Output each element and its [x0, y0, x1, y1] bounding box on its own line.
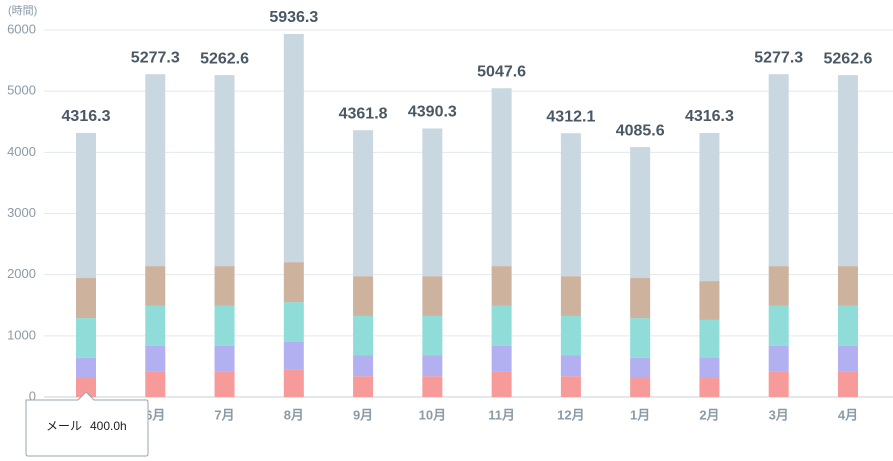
x-tick-label: 7月: [214, 407, 234, 422]
bar-segment: [76, 132, 96, 279]
x-tick-label: 9月: [353, 407, 373, 422]
bar-segment: [76, 357, 96, 379]
bar-segment: [560, 355, 581, 377]
tooltip: メール 400.0h: [25, 391, 149, 457]
bar-segment: [491, 88, 512, 267]
bar-segment: [422, 128, 443, 277]
bar-segment: [491, 266, 512, 306]
bar-segment: [214, 305, 235, 346]
bar-segment: [353, 355, 374, 377]
y-tick-label: 6000: [7, 21, 36, 36]
bar-segment: [353, 130, 374, 277]
bar-segment: [145, 74, 166, 267]
bar-segment: [422, 315, 443, 356]
bar-segment: [283, 33, 304, 263]
total-label: 5047.6: [477, 63, 526, 80]
total-label: 4085.6: [616, 122, 665, 139]
bar-segment: [422, 355, 443, 377]
bar-segment: [768, 266, 789, 306]
x-tick-label: 6月: [145, 407, 165, 422]
bar-segment: [491, 305, 512, 346]
total-label: 5277.3: [754, 49, 803, 66]
bar-segment: [422, 276, 443, 316]
bar-segment: [837, 371, 858, 397]
bar-segment: [630, 278, 651, 319]
plot: 01000200030004000500060004316.35月5277.36…: [7, 9, 893, 422]
total-label: 5936.3: [269, 9, 318, 26]
y-tick-label: 4000: [7, 144, 36, 159]
bar-segment: [76, 318, 96, 358]
bar-segment: [353, 276, 374, 316]
y-tick-label: 3000: [7, 205, 36, 220]
x-tick-label: 8月: [284, 407, 304, 422]
total-label: 4312.1: [546, 108, 595, 125]
bar-segment: [837, 266, 858, 306]
bar-segment: [768, 371, 789, 397]
tooltip-value: 400.0h: [90, 419, 127, 433]
tooltip-label: メール: [46, 419, 82, 433]
y-tick-label: 1000: [7, 327, 36, 342]
bar-segment: [145, 305, 166, 346]
bar-segment: [560, 376, 581, 397]
x-tick-label: 2月: [699, 407, 719, 422]
bar-segment: [283, 262, 304, 303]
bar-segment: [145, 371, 166, 397]
bar-segment: [699, 281, 720, 320]
bar-segment: [837, 75, 858, 267]
bar-segment: [214, 266, 235, 306]
bar-segment: [560, 276, 581, 316]
bar-segment: [699, 378, 720, 397]
y-unit-label: (時間): [8, 4, 37, 17]
bar-segment: [630, 318, 651, 358]
bar-segment: [76, 378, 96, 397]
bar-segment: [768, 305, 789, 346]
x-tick-label: 11月: [488, 407, 515, 422]
y-tick-label: 2000: [7, 266, 36, 281]
x-tick-label: 1月: [630, 407, 650, 422]
bar-segment: [630, 147, 651, 279]
bar-segment: [353, 376, 374, 397]
bar-segment: [491, 345, 512, 372]
bar-segment: [353, 315, 374, 356]
total-label: 4361.8: [339, 105, 388, 122]
bar-segment: [699, 319, 720, 358]
x-tick-label: 3月: [769, 407, 789, 422]
total-label: 5277.3: [131, 49, 180, 66]
bar-segment: [283, 302, 304, 342]
bar-segment: [491, 371, 512, 397]
bar-segment: [214, 345, 235, 372]
total-label: 4390.3: [408, 104, 457, 121]
total-label: 5262.6: [200, 50, 249, 67]
bar-segment: [214, 371, 235, 397]
bar-segment: [283, 369, 304, 397]
bar-segment: [422, 376, 443, 397]
x-tick-label: 4月: [838, 407, 858, 422]
bar-segment: [768, 74, 789, 267]
bar-segment: [699, 357, 720, 379]
total-label: 5262.6: [824, 50, 873, 67]
bar-segment: [560, 315, 581, 356]
bar-segment: [214, 75, 235, 267]
y-tick-label: 5000: [7, 83, 36, 98]
bar-segment: [145, 345, 166, 372]
bar-segment: [283, 341, 304, 370]
bar-segment: [837, 345, 858, 372]
bar-segment: [630, 357, 651, 379]
total-label: 4316.3: [62, 108, 111, 125]
bar-segment: [837, 305, 858, 346]
bar-segment: [560, 133, 581, 277]
bar-segment: [768, 345, 789, 372]
x-tick-label: 10月: [419, 407, 446, 422]
bar-segment: [76, 278, 96, 319]
y-tick-label: 0: [29, 388, 36, 403]
bar-segment: [699, 132, 720, 282]
total-label: 4316.3: [685, 108, 734, 125]
x-tick-label: 12月: [557, 407, 584, 422]
bar-segment: [145, 266, 166, 306]
bar-segment: [630, 378, 651, 397]
tooltip-box: [25, 391, 149, 457]
